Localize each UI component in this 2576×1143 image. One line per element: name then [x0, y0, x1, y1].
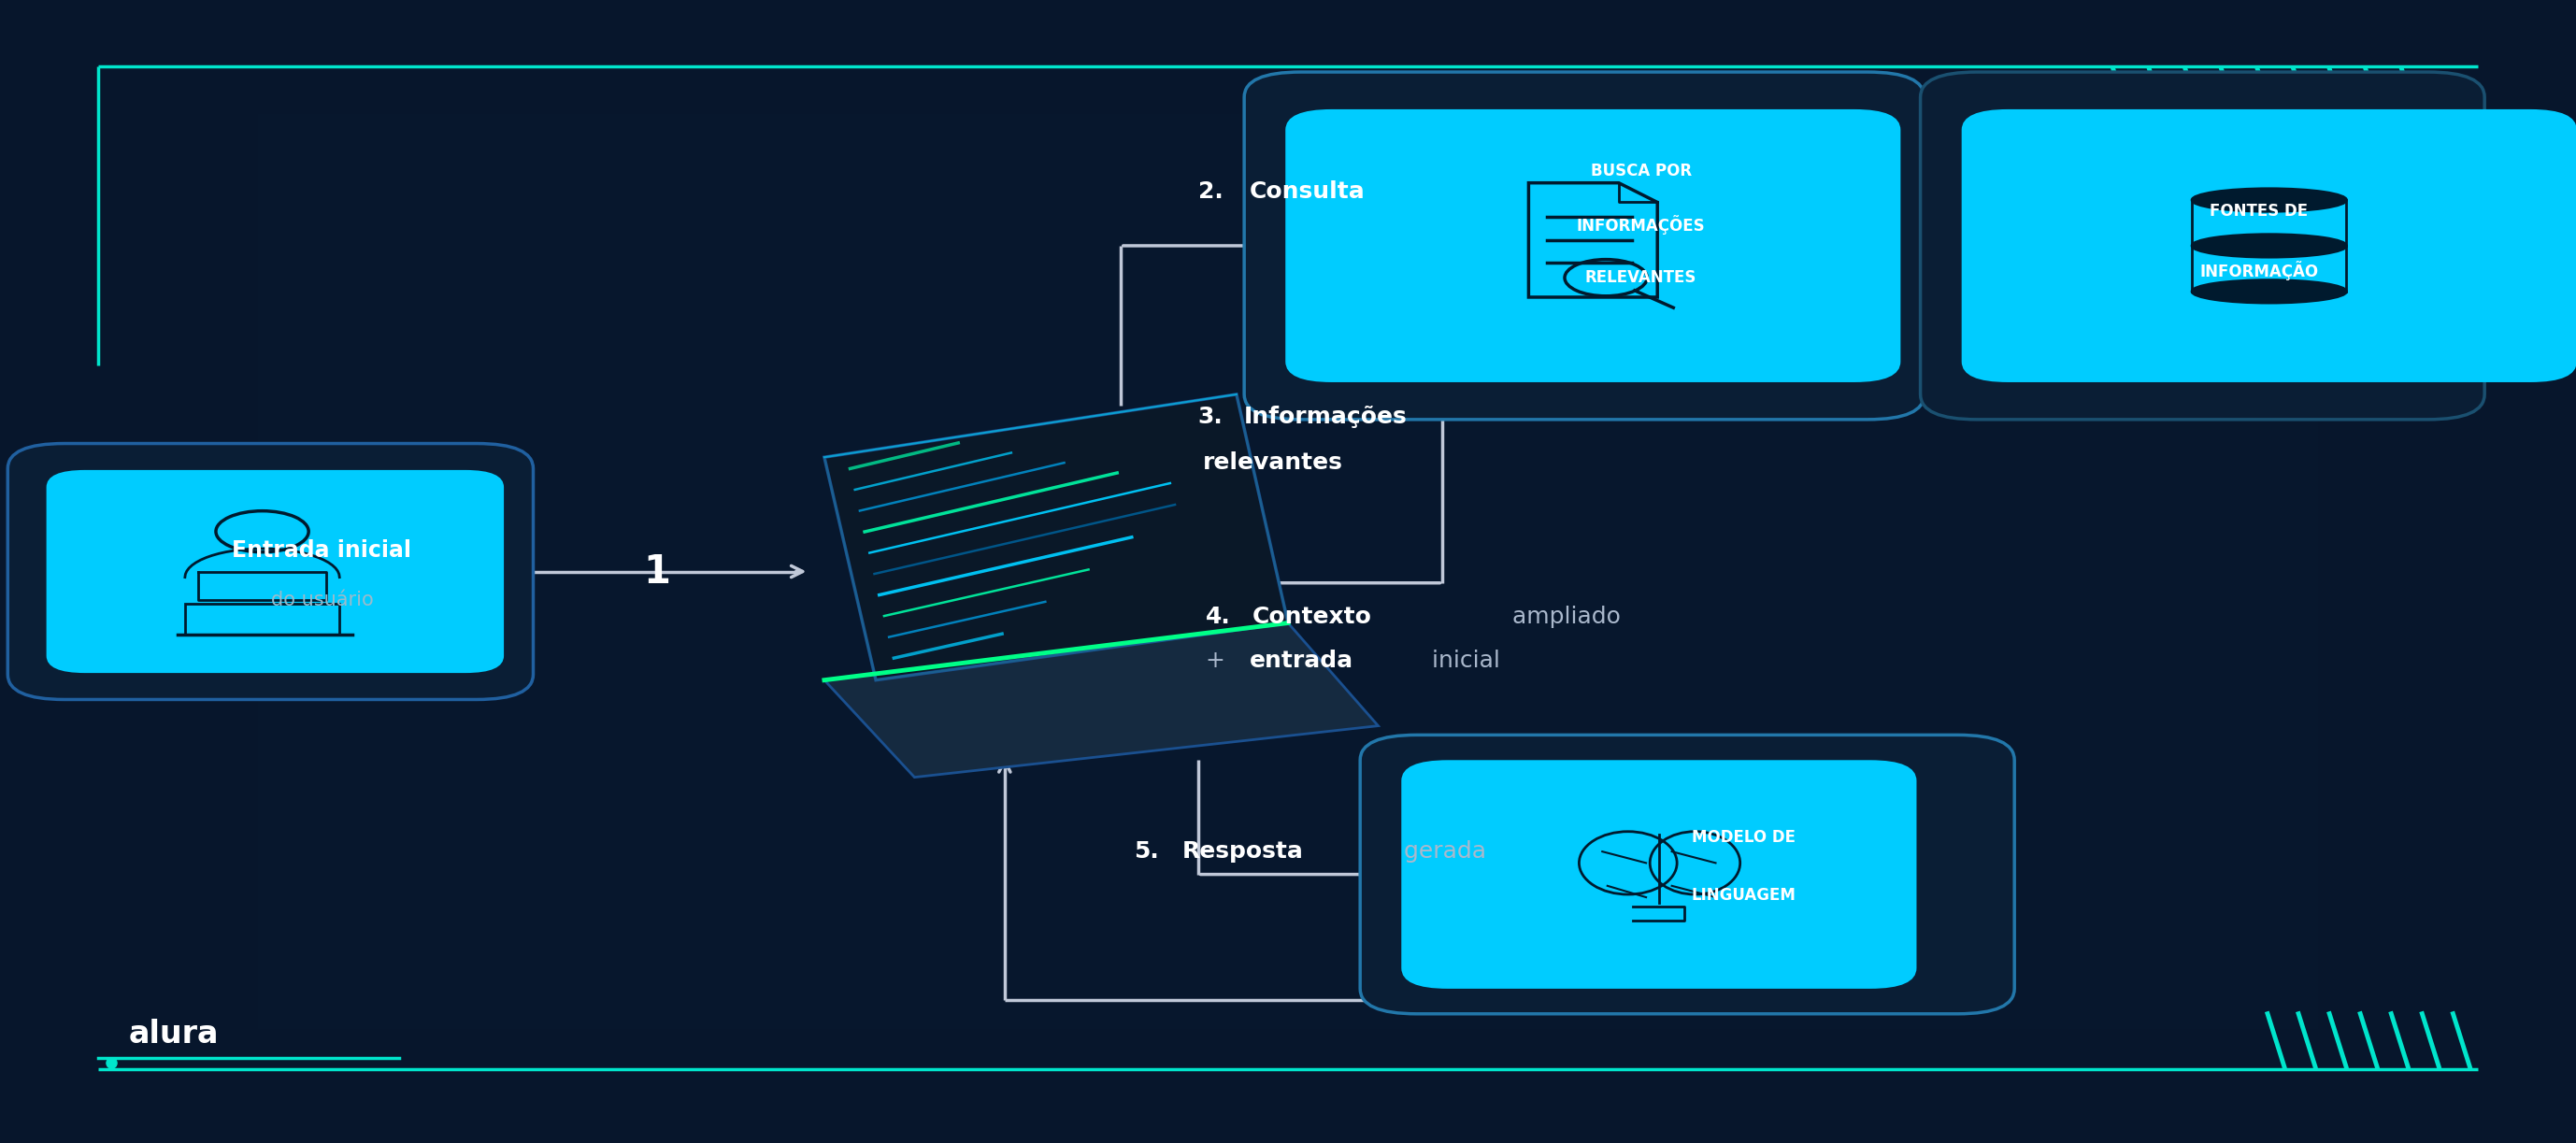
Text: alura: alura: [129, 1020, 219, 1049]
Ellipse shape: [2192, 280, 2347, 303]
Text: gerada: gerada: [1396, 840, 1486, 863]
Ellipse shape: [2192, 234, 2347, 257]
Text: relevantes: relevantes: [1203, 451, 1342, 474]
Bar: [515, 229, 2061, 914]
FancyBboxPatch shape: [46, 470, 505, 673]
Text: INFORMAÇÃO: INFORMAÇÃO: [2200, 261, 2318, 281]
Text: Contexto: Contexto: [1252, 606, 1370, 629]
FancyBboxPatch shape: [1919, 72, 2483, 419]
Text: RELEVANTES: RELEVANTES: [1584, 270, 1698, 286]
Text: 3.: 3.: [1198, 406, 1224, 429]
Text: Resposta: Resposta: [1182, 840, 1303, 863]
Bar: [258, 114, 2318, 1029]
Text: Entrada inicial: Entrada inicial: [232, 539, 412, 562]
Text: 5.: 5.: [1133, 840, 1159, 863]
Text: 1: 1: [644, 552, 670, 591]
FancyBboxPatch shape: [8, 443, 533, 700]
Text: MODELO DE: MODELO DE: [1692, 830, 1795, 846]
Text: LINGUAGEM: LINGUAGEM: [1692, 887, 1795, 903]
Text: 2.: 2.: [1198, 181, 1224, 203]
FancyBboxPatch shape: [1963, 110, 2576, 382]
Text: 4.: 4.: [1206, 606, 1231, 629]
Text: FONTES DE: FONTES DE: [2210, 203, 2308, 219]
FancyBboxPatch shape: [1401, 760, 1917, 989]
FancyBboxPatch shape: [1360, 735, 2014, 1014]
Text: ampliado: ampliado: [1504, 606, 1620, 629]
Text: INFORMAÇÕES: INFORMAÇÕES: [1577, 215, 1705, 235]
Text: Informações: Informações: [1244, 406, 1406, 429]
Text: do usuário: do usuário: [270, 591, 374, 609]
Text: inicial: inicial: [1425, 649, 1499, 672]
FancyBboxPatch shape: [1285, 110, 1901, 382]
Text: Consulta: Consulta: [1249, 181, 1365, 203]
FancyBboxPatch shape: [1244, 72, 1924, 419]
Polygon shape: [824, 623, 1378, 777]
Polygon shape: [824, 394, 1288, 680]
Text: +: +: [1206, 649, 1231, 672]
Text: entrada: entrada: [1249, 649, 1352, 672]
Ellipse shape: [2192, 189, 2347, 211]
Text: BUSCA POR: BUSCA POR: [1589, 163, 1692, 179]
